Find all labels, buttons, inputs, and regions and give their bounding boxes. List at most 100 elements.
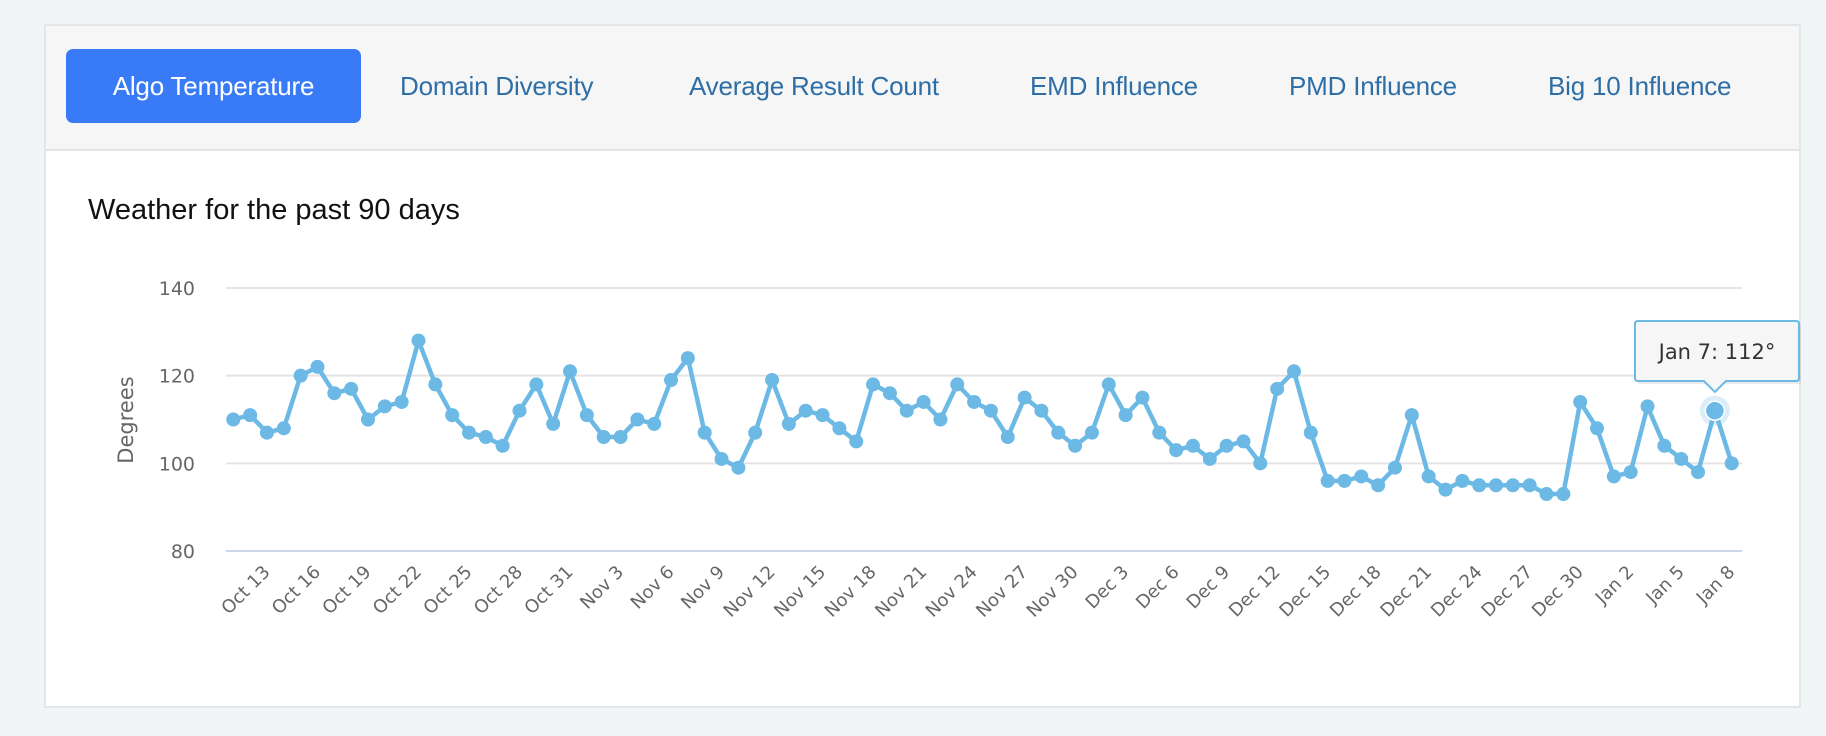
data-point[interactable] [1371, 478, 1386, 493]
tab-domain-diversity[interactable]: Domain Diversity [400, 71, 594, 101]
data-point[interactable] [1691, 465, 1706, 480]
data-point[interactable] [1202, 451, 1217, 466]
data-point-highlighted[interactable] [1704, 400, 1726, 421]
data-point[interactable] [377, 399, 392, 414]
data-point[interactable] [1573, 394, 1588, 409]
data-point[interactable] [462, 425, 477, 440]
data-point[interactable] [748, 425, 763, 440]
data-point[interactable] [1236, 434, 1251, 449]
data-point[interactable] [243, 408, 258, 423]
data-point[interactable] [1084, 425, 1099, 440]
data-point[interactable] [1354, 469, 1369, 484]
data-point[interactable] [1505, 478, 1520, 493]
data-point[interactable] [815, 408, 830, 423]
tab-pmd-influence[interactable]: PMD Influence [1289, 71, 1457, 101]
data-point[interactable] [1185, 438, 1200, 453]
data-point[interactable] [1488, 478, 1503, 493]
data-point[interactable] [613, 430, 628, 445]
data-point[interactable] [1421, 469, 1436, 484]
data-point[interactable] [630, 412, 645, 427]
data-point[interactable] [697, 425, 712, 440]
data-point[interactable] [445, 408, 460, 423]
data-point[interactable] [360, 412, 375, 427]
x-tick-label: Nov 18 [821, 562, 881, 622]
tab-algo-temperature[interactable]: Algo Temperature [66, 49, 361, 123]
data-point[interactable] [579, 408, 594, 423]
data-point[interactable] [1303, 425, 1318, 440]
data-point[interactable] [546, 416, 561, 431]
data-point[interactable] [1455, 473, 1470, 488]
tab-average-result-count[interactable]: Average Result Count [689, 71, 939, 101]
data-point[interactable] [1152, 425, 1167, 440]
data-point[interactable] [1522, 478, 1537, 493]
data-point[interactable] [1101, 377, 1116, 392]
tab-emd-influence[interactable]: EMD Influence [1030, 71, 1198, 101]
data-point[interactable] [596, 430, 611, 445]
data-point[interactable] [1657, 438, 1672, 453]
data-point[interactable] [1640, 399, 1655, 414]
data-point[interactable] [276, 421, 291, 436]
data-point[interactable] [983, 403, 998, 418]
data-point[interactable] [1590, 421, 1605, 436]
data-point[interactable] [1404, 408, 1419, 423]
x-tick-label: Dec 21 [1376, 562, 1436, 622]
data-point[interactable] [1034, 403, 1049, 418]
data-point[interactable] [1674, 451, 1689, 466]
data-point[interactable] [1472, 478, 1487, 493]
data-point[interactable] [1068, 438, 1083, 453]
data-point[interactable] [1286, 364, 1301, 379]
data-point[interactable] [765, 373, 780, 388]
data-point[interactable] [866, 377, 881, 392]
data-point[interactable] [1724, 456, 1739, 471]
data-point[interactable] [512, 403, 527, 418]
data-point[interactable] [916, 394, 931, 409]
data-point[interactable] [1169, 443, 1184, 458]
data-point[interactable] [344, 381, 359, 396]
tab-big-10-influence[interactable]: Big 10 Influence [1548, 71, 1732, 101]
data-point[interactable] [1337, 473, 1352, 488]
data-point[interactable] [1387, 460, 1402, 475]
data-point[interactable] [529, 377, 544, 392]
data-point[interactable] [731, 460, 746, 475]
data-point[interactable] [1556, 487, 1571, 502]
data-point[interactable] [1270, 381, 1285, 396]
data-point[interactable] [428, 377, 443, 392]
data-point[interactable] [849, 434, 864, 449]
data-point[interactable] [1606, 469, 1621, 484]
data-point[interactable] [1253, 456, 1268, 471]
data-point[interactable] [1539, 487, 1554, 502]
data-point[interactable] [1000, 430, 1015, 445]
data-point[interactable] [1051, 425, 1066, 440]
data-point[interactable] [327, 386, 342, 401]
data-point[interactable] [293, 368, 308, 383]
data-point[interactable] [1219, 438, 1234, 453]
data-point[interactable] [664, 373, 679, 388]
data-point[interactable] [1438, 482, 1453, 497]
data-point[interactable] [226, 412, 241, 427]
data-point[interactable] [967, 394, 982, 409]
data-point[interactable] [1320, 473, 1335, 488]
data-point[interactable] [647, 416, 662, 431]
data-point[interactable] [899, 403, 914, 418]
data-point[interactable] [680, 351, 695, 366]
data-point[interactable] [1118, 408, 1133, 423]
data-point[interactable] [310, 359, 325, 374]
data-point[interactable] [714, 451, 729, 466]
data-point[interactable] [781, 416, 796, 431]
data-point[interactable] [411, 333, 426, 348]
data-point[interactable] [950, 377, 965, 392]
data-point[interactable] [563, 364, 578, 379]
x-tick-label: Nov 24 [922, 562, 982, 622]
data-point[interactable] [798, 403, 813, 418]
data-point[interactable] [495, 438, 510, 453]
data-point[interactable] [478, 430, 493, 445]
data-point[interactable] [259, 425, 274, 440]
data-point[interactable] [394, 394, 409, 409]
data-point[interactable] [1623, 465, 1638, 480]
data-point[interactable] [832, 421, 847, 436]
data-point[interactable] [1017, 390, 1032, 405]
data-point[interactable] [882, 386, 897, 401]
data-point[interactable] [933, 412, 948, 427]
data-point[interactable] [1135, 390, 1150, 405]
